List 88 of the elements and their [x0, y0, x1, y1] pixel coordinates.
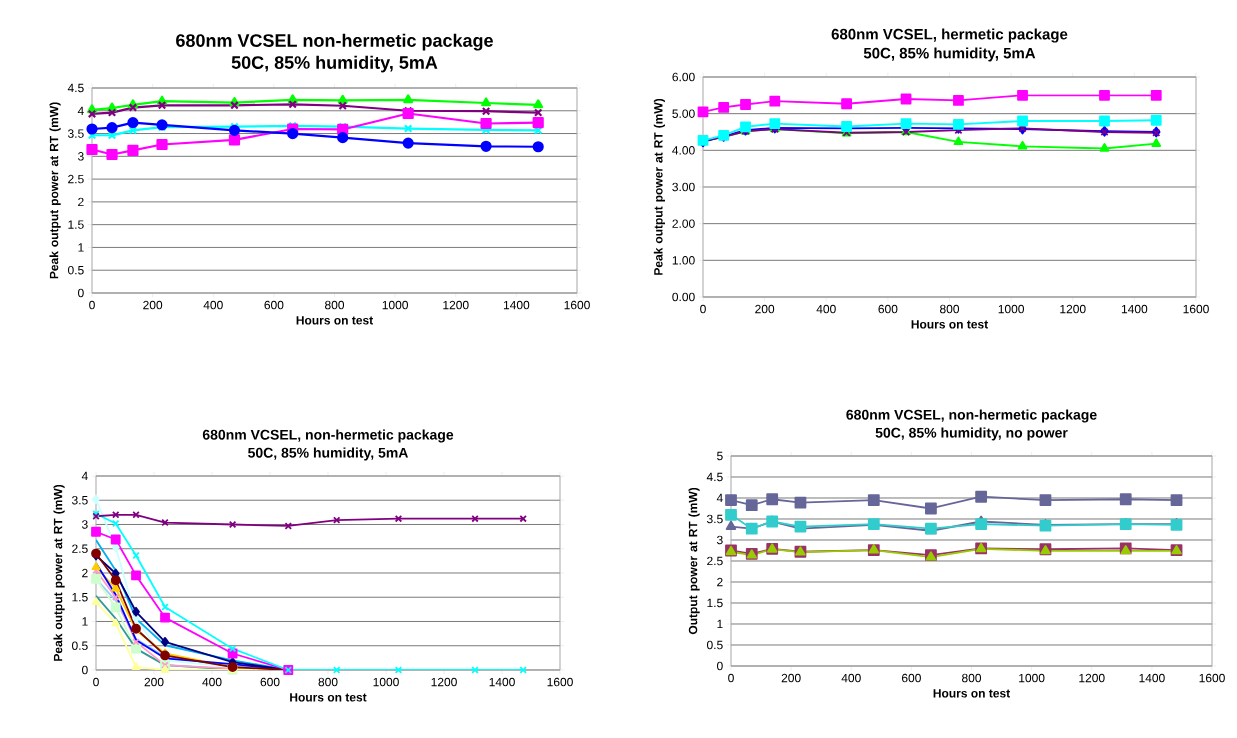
- x-tick-label: 1600: [1199, 673, 1225, 683]
- x-tick-label: 1200: [1060, 304, 1086, 314]
- x-tick-label: 400: [202, 677, 222, 687]
- y-tick-label: 0.5: [706, 640, 723, 650]
- y-tick-label: 1.00: [672, 256, 695, 265]
- x-tick-label: 600: [878, 304, 898, 314]
- y-tick-label: 0: [82, 665, 88, 675]
- y-tick-label: 1: [82, 617, 88, 626]
- y-tick-label: 6.00: [672, 72, 695, 82]
- x-tick-label: 0: [89, 300, 95, 310]
- x-tick-label: 1000: [998, 304, 1025, 314]
- x-tick-label: 1400: [489, 677, 515, 687]
- y-tick-label: 0: [78, 288, 84, 298]
- x-tick-label: 1600: [1183, 304, 1209, 314]
- x-axis-title: Hours on test: [933, 689, 1011, 698]
- y-tick-label: 1.5: [707, 598, 723, 608]
- y-tick-label: 5: [717, 451, 723, 461]
- x-tick-label: 1400: [503, 300, 530, 310]
- y-tick-label: 4.5: [706, 472, 723, 482]
- x-tick-label: 1000: [373, 677, 399, 687]
- x-tick-label: 200: [755, 304, 775, 314]
- y-tick-label: 1.5: [72, 593, 88, 602]
- x-tick-label: 1000: [1019, 673, 1045, 683]
- x-tick-label: 800: [318, 677, 338, 687]
- y-tick-label: 5.00: [672, 109, 695, 118]
- y-tick-label: 0: [717, 661, 723, 671]
- x-tick-label: 400: [203, 300, 223, 310]
- y-tick-label: 4.5: [67, 83, 84, 93]
- y-tick-label: 3.5: [706, 514, 723, 524]
- x-tick-label: 1600: [564, 300, 590, 310]
- x-tick-label: 600: [264, 300, 284, 310]
- chart-subtitle: 50C, 85% humidity, 5mA: [863, 47, 1036, 62]
- x-tick-label: 1200: [1079, 673, 1105, 683]
- chart-title: 680nm VCSEL non-hermetic package: [176, 33, 493, 51]
- y-tick-label: 3: [81, 520, 88, 529]
- x-tick-label: 1600: [547, 677, 573, 687]
- x-tick-label: 200: [144, 677, 164, 687]
- x-axis-title: Hours on test: [290, 693, 367, 702]
- y-tick-label: 3: [716, 535, 723, 545]
- x-tick-label: 200: [143, 300, 163, 310]
- y-tick-label: 1.5: [68, 220, 84, 229]
- y-axis-title: Peak output power at RT (mW): [653, 98, 665, 275]
- x-tick-label: 1000: [382, 300, 409, 310]
- y-axis-title: Peak output power at RT (mW): [49, 102, 61, 279]
- y-tick-label: 2: [82, 568, 88, 578]
- x-tick-label: 200: [781, 673, 801, 683]
- y-tick-label: 3.5: [67, 129, 84, 138]
- y-tick-label: 3: [77, 152, 84, 161]
- y-tick-label: 2.00: [672, 219, 695, 228]
- x-tick-label: 800: [962, 673, 982, 683]
- y-axis-title: Output power at RT (mW): [688, 487, 700, 635]
- y-tick-label: 2.5: [68, 174, 84, 184]
- y-tick-label: 2: [717, 577, 723, 587]
- y-tick-label: 4.00: [672, 146, 695, 155]
- x-axis-title: Hours on test: [296, 316, 374, 325]
- y-tick-label: 1: [78, 243, 84, 252]
- y-tick-label: 0.00: [672, 292, 695, 302]
- x-tick-label: 1200: [431, 677, 457, 687]
- x-tick-label: 1400: [1139, 673, 1165, 683]
- x-axis-title: Hours on test: [911, 320, 989, 329]
- x-tick-label: 0: [93, 677, 99, 687]
- y-tick-label: 3.00: [672, 182, 695, 192]
- x-tick-label: 1200: [443, 300, 469, 310]
- x-tick-label: 800: [940, 304, 960, 314]
- y-tick-label: 4: [77, 106, 84, 115]
- x-tick-label: 400: [816, 304, 836, 314]
- y-tick-label: 1: [717, 619, 723, 629]
- y-tick-label: 0.5: [68, 265, 84, 275]
- x-tick-label: 400: [841, 673, 861, 683]
- y-tick-label: 0.5: [72, 641, 88, 650]
- y-tick-label: 4: [81, 471, 88, 481]
- y-tick-label: 2.5: [707, 556, 723, 566]
- chart-title: 680nm VCSEL, non-hermetic package: [846, 409, 1097, 423]
- y-tick-label: 3.5: [71, 496, 88, 505]
- x-tick-label: 600: [260, 677, 280, 687]
- x-tick-label: 1400: [1121, 304, 1148, 314]
- chart-title: 680nm VCSEL, non-hermetic package: [202, 429, 454, 443]
- x-tick-label: 600: [901, 673, 921, 683]
- x-tick-label: 800: [325, 300, 345, 310]
- chart-subtitle: 50C, 85% humidity, 5mA: [231, 55, 438, 73]
- y-tick-label: 2: [78, 197, 84, 207]
- chart-subtitle: 50C, 85% humidity, 5mA: [248, 447, 409, 461]
- y-axis-title: Peak output power at RT (mW): [53, 484, 65, 661]
- x-tick-label: 0: [728, 673, 734, 683]
- chart-subtitle: 50C, 85% humidity, no power: [875, 427, 1068, 441]
- chart-title: 680nm VCSEL, hermetic package: [831, 28, 1068, 43]
- y-tick-label: 4: [716, 493, 723, 503]
- y-tick-label: 2.5: [72, 544, 88, 553]
